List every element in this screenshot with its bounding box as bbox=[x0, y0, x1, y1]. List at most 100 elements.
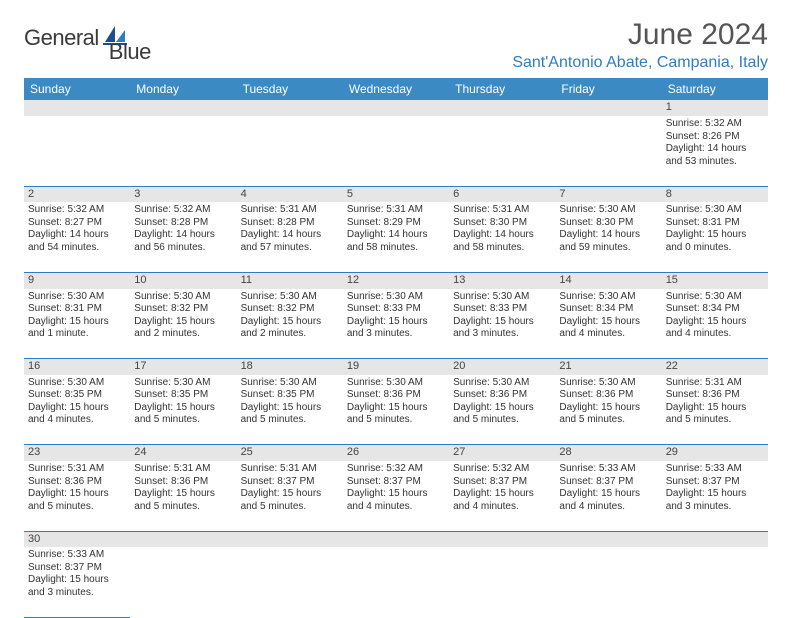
calendar-cell: Sunrise: 5:30 AMSunset: 8:31 PMDaylight:… bbox=[662, 202, 768, 272]
calendar-cell: Sunrise: 5:30 AMSunset: 8:32 PMDaylight:… bbox=[237, 289, 343, 359]
calendar-cell bbox=[555, 547, 661, 617]
daylight-text: Daylight: 15 hours bbox=[134, 316, 232, 329]
calendar-cell: Sunrise: 5:30 AMSunset: 8:32 PMDaylight:… bbox=[130, 289, 236, 359]
sunrise-text: Sunrise: 5:30 AM bbox=[453, 377, 551, 390]
daylight-text: Daylight: 15 hours bbox=[559, 316, 657, 329]
daylight-text: and 4 minutes. bbox=[666, 328, 764, 341]
daylight-text: Daylight: 15 hours bbox=[28, 316, 126, 329]
day-header: Wednesday bbox=[343, 78, 449, 100]
sunset-text: Sunset: 8:36 PM bbox=[453, 389, 551, 402]
daynum-row: 1 bbox=[24, 100, 768, 116]
sunset-text: Sunset: 8:37 PM bbox=[347, 476, 445, 489]
calendar-cell: Sunrise: 5:30 AMSunset: 8:36 PMDaylight:… bbox=[449, 375, 555, 445]
daylight-text: and 58 minutes. bbox=[347, 242, 445, 255]
calendar-cell: Sunrise: 5:32 AMSunset: 8:28 PMDaylight:… bbox=[130, 202, 236, 272]
day-number bbox=[237, 531, 343, 547]
daylight-text: Daylight: 14 hours bbox=[559, 229, 657, 242]
brand-name-b: Blue bbox=[109, 39, 151, 65]
daylight-text: Daylight: 15 hours bbox=[241, 402, 339, 415]
calendar-cell: Sunrise: 5:32 AMSunset: 8:27 PMDaylight:… bbox=[24, 202, 130, 272]
day-number: 15 bbox=[662, 272, 768, 288]
daylight-text: and 5 minutes. bbox=[241, 501, 339, 514]
sunset-text: Sunset: 8:34 PM bbox=[559, 303, 657, 316]
daylight-text: Daylight: 15 hours bbox=[453, 402, 551, 415]
day-number: 12 bbox=[343, 272, 449, 288]
daylight-text: Daylight: 14 hours bbox=[28, 229, 126, 242]
daylight-text: and 58 minutes. bbox=[453, 242, 551, 255]
daylight-text: and 57 minutes. bbox=[241, 242, 339, 255]
sunset-text: Sunset: 8:37 PM bbox=[453, 476, 551, 489]
calendar-cell bbox=[130, 547, 236, 617]
day-number: 18 bbox=[237, 359, 343, 375]
sunrise-text: Sunrise: 5:30 AM bbox=[666, 204, 764, 217]
day-number bbox=[237, 100, 343, 116]
daynum-row: 9101112131415 bbox=[24, 272, 768, 288]
daylight-text: Daylight: 15 hours bbox=[28, 488, 126, 501]
daynum-row: 30 bbox=[24, 531, 768, 547]
day-number bbox=[449, 531, 555, 547]
sunset-text: Sunset: 8:37 PM bbox=[28, 562, 126, 575]
day-number: 30 bbox=[24, 531, 130, 547]
daylight-text: Daylight: 14 hours bbox=[347, 229, 445, 242]
calendar-cell: Sunrise: 5:30 AMSunset: 8:34 PMDaylight:… bbox=[555, 289, 661, 359]
sunrise-text: Sunrise: 5:30 AM bbox=[347, 377, 445, 390]
sunrise-text: Sunrise: 5:30 AM bbox=[559, 204, 657, 217]
day-number: 29 bbox=[662, 445, 768, 461]
daylight-text: Daylight: 15 hours bbox=[666, 488, 764, 501]
day-number bbox=[662, 531, 768, 547]
daylight-text: and 2 minutes. bbox=[134, 328, 232, 341]
daylight-text: and 5 minutes. bbox=[28, 501, 126, 514]
daylight-text: and 3 minutes. bbox=[453, 328, 551, 341]
calendar-cell: Sunrise: 5:33 AMSunset: 8:37 PMDaylight:… bbox=[662, 461, 768, 531]
daylight-text: Daylight: 15 hours bbox=[453, 316, 551, 329]
daylight-text: Daylight: 14 hours bbox=[241, 229, 339, 242]
calendar-cell: Sunrise: 5:31 AMSunset: 8:36 PMDaylight:… bbox=[130, 461, 236, 531]
day-header: Friday bbox=[555, 78, 661, 100]
calendar-cell bbox=[449, 116, 555, 186]
day-number: 25 bbox=[237, 445, 343, 461]
sunset-text: Sunset: 8:32 PM bbox=[241, 303, 339, 316]
sunset-text: Sunset: 8:34 PM bbox=[666, 303, 764, 316]
daylight-text: Daylight: 15 hours bbox=[666, 316, 764, 329]
day-number: 23 bbox=[24, 445, 130, 461]
calendar-cell bbox=[343, 116, 449, 186]
sunset-text: Sunset: 8:26 PM bbox=[666, 131, 764, 144]
calendar-cell bbox=[130, 116, 236, 186]
sunrise-text: Sunrise: 5:31 AM bbox=[241, 463, 339, 476]
sunset-text: Sunset: 8:30 PM bbox=[453, 217, 551, 230]
day-number bbox=[24, 100, 130, 116]
day-number: 3 bbox=[130, 186, 236, 202]
sunset-text: Sunset: 8:36 PM bbox=[559, 389, 657, 402]
daylight-text: and 1 minute. bbox=[28, 328, 126, 341]
day-number: 22 bbox=[662, 359, 768, 375]
daylight-text: and 4 minutes. bbox=[28, 414, 126, 427]
calendar-cell bbox=[662, 547, 768, 617]
calendar-cell: Sunrise: 5:30 AMSunset: 8:34 PMDaylight:… bbox=[662, 289, 768, 359]
location-subtitle: Sant'Antonio Abate, Campania, Italy bbox=[512, 54, 768, 72]
sunrise-text: Sunrise: 5:30 AM bbox=[559, 291, 657, 304]
day-number: 20 bbox=[449, 359, 555, 375]
daylight-text: Daylight: 14 hours bbox=[453, 229, 551, 242]
daynum-row: 23242526272829 bbox=[24, 445, 768, 461]
calendar-cell: Sunrise: 5:32 AMSunset: 8:37 PMDaylight:… bbox=[449, 461, 555, 531]
daylight-text: Daylight: 15 hours bbox=[347, 402, 445, 415]
day-number: 5 bbox=[343, 186, 449, 202]
day-number bbox=[555, 100, 661, 116]
day-number: 8 bbox=[662, 186, 768, 202]
daylight-text: Daylight: 15 hours bbox=[559, 488, 657, 501]
brand-name-a: General bbox=[24, 25, 99, 51]
daylight-text: and 5 minutes. bbox=[347, 414, 445, 427]
sunset-text: Sunset: 8:31 PM bbox=[28, 303, 126, 316]
daylight-text: and 5 minutes. bbox=[559, 414, 657, 427]
sunset-text: Sunset: 8:28 PM bbox=[241, 217, 339, 230]
daylight-text: and 4 minutes. bbox=[559, 501, 657, 514]
calendar-week: Sunrise: 5:32 AMSunset: 8:26 PMDaylight:… bbox=[24, 116, 768, 186]
daylight-text: Daylight: 15 hours bbox=[241, 488, 339, 501]
daylight-text: Daylight: 15 hours bbox=[347, 316, 445, 329]
day-number: 19 bbox=[343, 359, 449, 375]
daylight-text: and 4 minutes. bbox=[559, 328, 657, 341]
day-header-row: Sunday Monday Tuesday Wednesday Thursday… bbox=[24, 78, 768, 100]
day-number: 9 bbox=[24, 272, 130, 288]
sunset-text: Sunset: 8:31 PM bbox=[666, 217, 764, 230]
sunrise-text: Sunrise: 5:32 AM bbox=[28, 204, 126, 217]
